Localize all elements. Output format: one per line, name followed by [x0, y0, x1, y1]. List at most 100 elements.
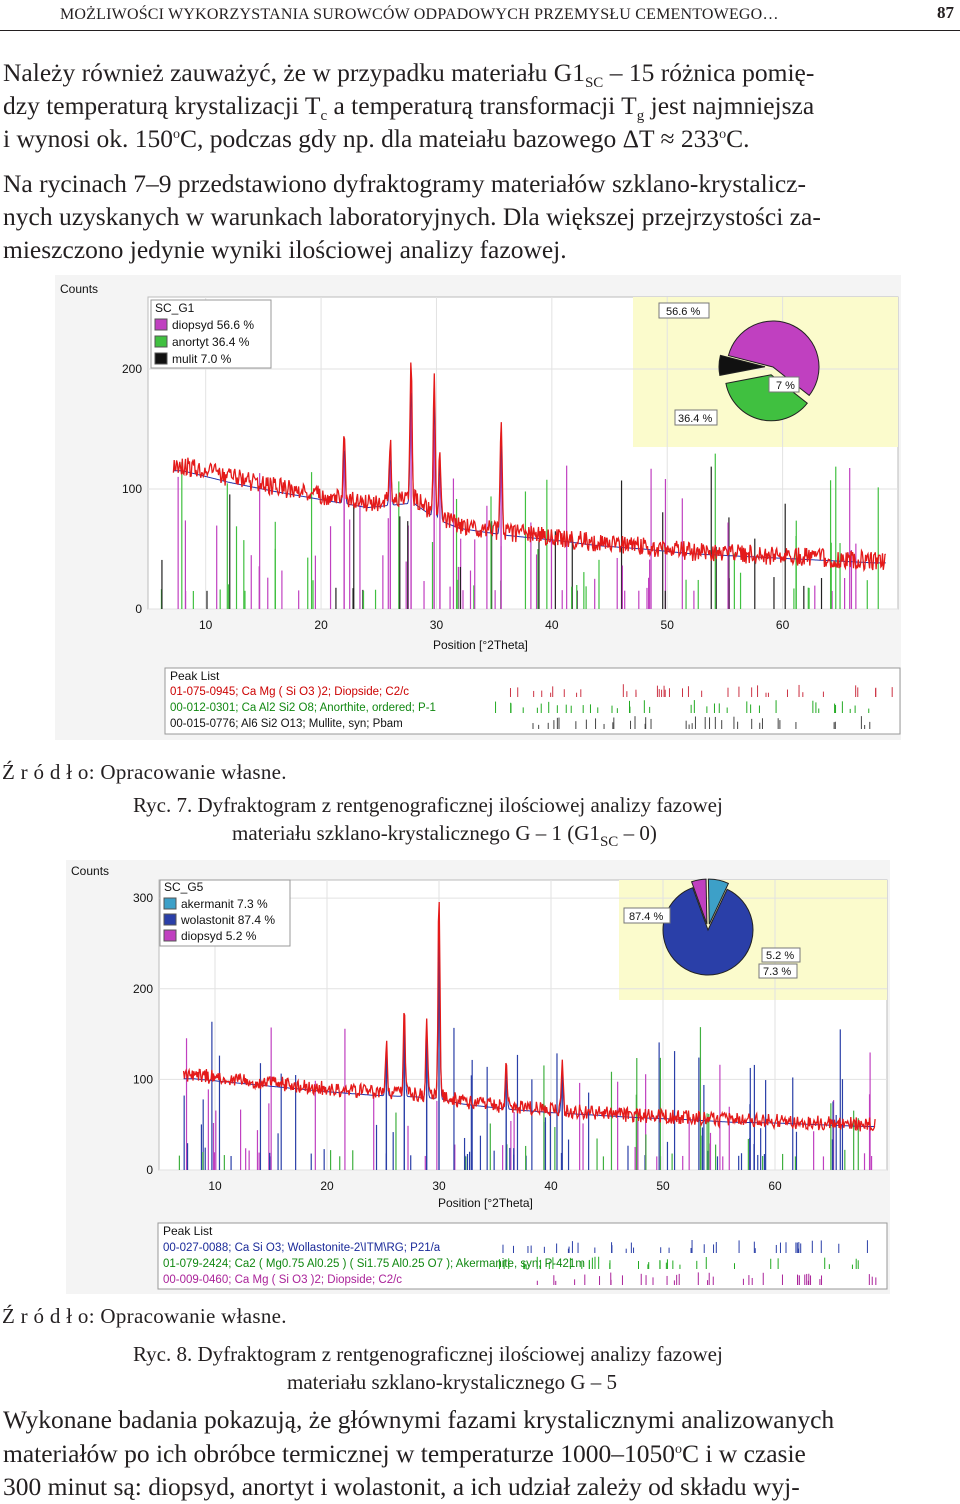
legend-item-wolastonit: wolastonit 87.4 %: [180, 913, 275, 927]
paragraph-2: Na rycinach 7–9 przedstawiono dyfraktogr…: [3, 167, 955, 266]
measured-profile-line: [182, 901, 876, 1132]
x-tick-label: 20: [314, 618, 328, 632]
x-tick-label: 10: [199, 618, 213, 632]
sample-name: SC_G1: [155, 301, 195, 315]
peak-list-akermanite: 01-079-2424; Ca2 ( Mg0.75 Al0.25 ) ( Si1…: [163, 1258, 585, 1270]
pie-slice-anortyt: [725, 374, 808, 422]
x-axis-label: Position [°2Theta]: [433, 638, 528, 652]
peak-list-panel: [164, 667, 901, 735]
peak-list-wollastonite: 00-027-0088; Ca Si O3; Wollastonite-2\IT…: [163, 1242, 441, 1254]
legend-swatch-akermanit: [163, 897, 177, 910]
x-tick-label: 20: [320, 1179, 334, 1193]
caption-7-line1: Ryc. 7. Dyfraktogram z rentgenograficzne…: [133, 793, 723, 817]
peak-list-title: Peak List: [163, 1224, 213, 1238]
peak-list-diopside: 01-075-0945; Ca Mg ( Si O3 )2; Diopside;…: [170, 686, 409, 698]
y-tick-label: 0: [135, 602, 142, 616]
peak-list-markers: [495, 684, 893, 729]
figure-8-caption: Ryc. 8. Dyfraktogram z rentgenograficzne…: [0, 1340, 960, 1396]
peak-list-anorthite: 00-012-0301; Ca Al2 Si2 O8; Anorthite, o…: [170, 702, 436, 714]
page-number: 87: [937, 3, 954, 22]
x-tick-label: 50: [656, 1179, 670, 1193]
running-head-title: MOŻLIWOŚCI WYKORZYSTANIA SUROWCÓW ODPADO…: [60, 6, 779, 23]
pie-label-mulit: 7 %: [776, 380, 795, 392]
pie-label-diopsyd: 5.2 %: [766, 950, 794, 962]
peak-list-markers: [498, 1240, 877, 1285]
para3-line2: materiałów po ich obróbce termicznej w t…: [3, 1438, 806, 1468]
figure-7: Counts 200 100 0 10 20 30 40 50 60 Position [°2…: [55, 275, 901, 740]
legend-item-mulit: mulit 7.0 %: [172, 352, 232, 366]
figure-7-caption: Ryc. 7. Dyfraktogram z rentgenograficzne…: [0, 791, 960, 850]
x-tick-label: 30: [430, 618, 444, 632]
para2-line3: mieszczono jedynie wyniki ilościowej ana…: [3, 235, 567, 264]
pie-label-akermanit: 7.3 %: [763, 966, 791, 978]
x-tick-label: 50: [661, 618, 675, 632]
pie-label-box: [658, 302, 710, 319]
pie-slice-akermanit: [707, 878, 730, 925]
x-tick-label: 60: [768, 1179, 782, 1193]
para1-line2: dzy temperaturą krystalizacji Tc a tempe…: [3, 91, 815, 124]
pie-label-box: [761, 947, 801, 963]
para3-line1: Wykonane badania pokazują, że głównymi f…: [3, 1405, 835, 1434]
y-axis-label: Counts: [71, 864, 109, 878]
x-tick-label: 30: [432, 1179, 446, 1193]
x-axis-ticks: 10 20 30 40 50 60: [208, 1179, 782, 1193]
legend-swatch-diopsyd: [154, 318, 168, 331]
reference-peaks: [178, 915, 873, 1170]
caption-8-line2: materiału szklano-krystalicznego G – 5: [287, 1370, 618, 1394]
pie-slice-mulit: [718, 354, 766, 376]
y-tick-label: 200: [122, 362, 142, 376]
legend-swatch-mulit: [154, 352, 168, 365]
x-tick-label: 60: [776, 618, 790, 632]
pie-label-box: [674, 409, 718, 426]
legend-item-diopsyd: diopsyd 56.6 %: [172, 318, 254, 332]
legend-swatch-anortyt: [154, 335, 168, 348]
figure-8-diffractogram: Counts 300 200 100 0 10 20 30 40 50 60 Position …: [66, 860, 890, 1294]
pie-slice-diopsyd: [690, 878, 708, 925]
pie-label-box: [768, 376, 800, 393]
caption-7-line2: materiału szklano-krystalicznego G – 1 (…: [232, 821, 657, 850]
legend-swatch-wolastonit: [163, 913, 177, 926]
pie-label-box: [623, 907, 671, 924]
x-tick-label: 10: [208, 1179, 222, 1193]
x-axis-label: Position [°2Theta]: [438, 1196, 533, 1210]
x-axis-ticks: 10 20 30 40 50 60: [199, 618, 790, 632]
peak-list-panel: [157, 1222, 888, 1290]
pie-label-box: [758, 963, 798, 979]
pie-panel: [633, 297, 898, 447]
legend-item-anortyt: anortyt 36.4 %: [172, 335, 250, 349]
y-axis-ticks: 300 200 100 0: [133, 891, 153, 1177]
y-axis-ticks: 200 100 0: [122, 362, 142, 616]
figure-7-diffractogram: Counts 200 100 0 10 20 30 40 50 60 Position [°2…: [55, 275, 901, 740]
measured-profile-line: [172, 362, 886, 573]
legend-swatch-diopsyd: [163, 929, 177, 942]
pie-label-anortyt: 36.4 %: [678, 413, 712, 425]
figure-7-source: Ź r ó d ł o: Opracowanie własne.: [2, 760, 287, 784]
legend-box: [159, 879, 291, 947]
y-tick-label: 0: [146, 1163, 153, 1177]
para2-line1: Na rycinach 7–9 przedstawiono dyfraktogr…: [3, 169, 806, 198]
y-tick-label: 200: [133, 982, 153, 996]
peak-list-diopside: 00-009-0460; Ca Mg ( Si O3 )2; Diopside;…: [163, 1274, 402, 1286]
y-axis-label: Counts: [60, 282, 98, 296]
x-tick-label: 40: [544, 1179, 558, 1193]
pie-label-diopsyd: 56.6 %: [666, 306, 700, 318]
caption-8-line1: Ryc. 8. Dyfraktogram z rentgenograficzne…: [133, 1342, 723, 1366]
reference-peaks: [160, 377, 879, 609]
para3-line3: 300 minut są: diopsyd, anortyt i wolasto…: [3, 1472, 800, 1501]
legend-item-diopsyd: diopsyd 5.2 %: [181, 929, 257, 943]
paragraph-3: Wykonane badania pokazują, że głównymi f…: [3, 1403, 955, 1504]
legend-item-akermanit: akermanit 7.3 %: [181, 897, 268, 911]
figure-8-source: Ź r ó d ł o: Opracowanie własne.: [2, 1304, 287, 1328]
y-tick-label: 100: [133, 1072, 153, 1086]
sample-name: SC_G5: [164, 880, 204, 894]
y-tick-label: 100: [122, 482, 142, 496]
x-tick-label: 40: [545, 618, 559, 632]
peak-list-title: Peak List: [170, 669, 220, 683]
para1-line1: Należy również zauważyć, że w przypadku …: [3, 58, 815, 91]
legend-box: [150, 299, 272, 369]
y-tick-label: 300: [133, 891, 153, 905]
peak-list-mullite: 00-015-0776; Al6 Si2 O13; Mullite, syn; …: [170, 718, 403, 730]
figure-8: Counts 300 200 100 0 10 20 30 40 50 60 Position …: [66, 860, 890, 1294]
para2-line2: nych uzyskanych w warunkach laboratoryjn…: [3, 202, 821, 231]
paragraph-1: Należy również zauważyć, że w przypadku …: [3, 56, 955, 155]
